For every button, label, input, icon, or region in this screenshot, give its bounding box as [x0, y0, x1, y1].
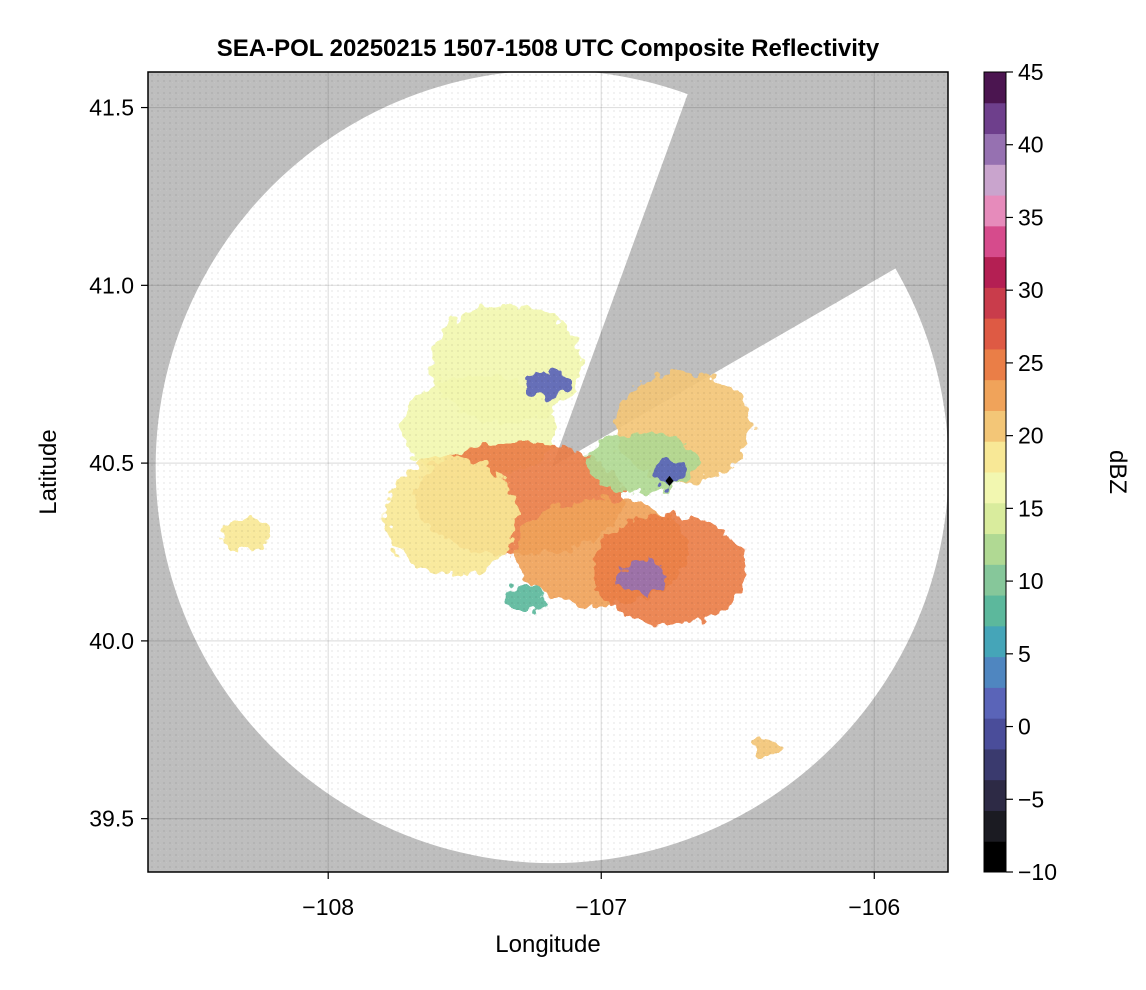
plot-area	[148, 72, 948, 872]
colorbar-frame	[983, 71, 1007, 873]
x-tick-label: −106	[848, 894, 900, 920]
colorbar-swatch	[984, 841, 1006, 873]
colorbar-swatch	[984, 502, 1006, 535]
colorbar-tick-label: 0	[1018, 714, 1031, 740]
x-tick-label: −108	[302, 894, 354, 920]
colorbar-tick-label: 10	[1018, 568, 1044, 594]
colorbar-swatch	[984, 102, 1006, 135]
colorbar-swatch	[984, 656, 1006, 688]
colorbar-tick-label: 5	[1018, 641, 1031, 667]
colorbar-swatch	[984, 164, 1006, 196]
colorbar-tick-label: 45	[1018, 59, 1044, 85]
colorbar-swatch	[984, 472, 1006, 504]
colorbar-swatch	[984, 779, 1006, 811]
colorbar-swatch	[984, 810, 1006, 842]
colorbar-title: dBZ	[1104, 450, 1131, 494]
y-axis: 39.5 40.0 40.5 41.0 41.5	[89, 95, 148, 832]
echo-region	[385, 456, 518, 577]
colorbar-swatch	[984, 595, 1006, 627]
colorbar-swatch	[984, 441, 1006, 473]
colorbar-axis: −10 −5 0 5 10 15 20 25 30 35 40 45	[1006, 59, 1057, 885]
echo-region	[222, 517, 271, 551]
chart-title: SEA-POL 20250215 1507-1508 UTC Composite…	[217, 35, 880, 62]
colorbar-tick-label: 20	[1018, 423, 1044, 449]
colorbar-swatch	[984, 318, 1006, 350]
colorbar-tick-label: 35	[1018, 204, 1044, 230]
y-tick-label: 41.5	[89, 95, 134, 121]
colorbar-tick-label: 25	[1018, 350, 1044, 376]
colorbar-swatch	[984, 256, 1006, 288]
colorbar-swatch	[984, 225, 1006, 258]
colorbar	[984, 72, 1006, 873]
y-tick-label: 41.0	[89, 272, 134, 298]
colorbar-swatch	[984, 133, 1006, 165]
colorbar-tick-label: 40	[1018, 132, 1044, 158]
colorbar-tick-label: −5	[1018, 786, 1044, 812]
echo-region	[430, 303, 581, 424]
y-tick-label: 39.5	[89, 806, 134, 832]
x-axis: −108 −107 −106	[302, 872, 900, 920]
plot-frame	[147, 71, 949, 873]
colorbar-swatch	[984, 195, 1006, 227]
colorbar-swatch	[984, 287, 1006, 319]
echo-region	[592, 514, 747, 625]
colorbar-swatch	[984, 748, 1006, 781]
colorbar-tick-label: 15	[1018, 495, 1044, 521]
echo-region	[505, 584, 545, 613]
colorbar-swatch	[984, 625, 1006, 658]
colorbar-tick-label: 30	[1018, 277, 1044, 303]
y-tick-label: 40.5	[89, 450, 134, 476]
y-axis-title: Latitude	[35, 429, 62, 514]
x-axis-title: Longitude	[495, 931, 600, 958]
colorbar-swatch	[984, 410, 1006, 442]
echo-region	[752, 737, 778, 758]
colorbar-swatch	[984, 533, 1006, 565]
colorbar-swatch	[984, 718, 1006, 750]
echo-region	[617, 560, 667, 594]
y-tick-label: 40.0	[89, 628, 134, 654]
echo-region	[586, 433, 699, 494]
colorbar-tick-label: −10	[1018, 859, 1057, 885]
colorbar-swatch	[984, 348, 1006, 381]
colorbar-swatch	[984, 564, 1006, 596]
echo-region	[524, 371, 570, 399]
x-tick-label: −107	[575, 894, 627, 920]
colorbar-swatch	[984, 379, 1006, 411]
station-marker	[665, 475, 674, 486]
colorbar-swatch	[984, 72, 1006, 104]
colorbar-swatch	[984, 687, 1006, 719]
